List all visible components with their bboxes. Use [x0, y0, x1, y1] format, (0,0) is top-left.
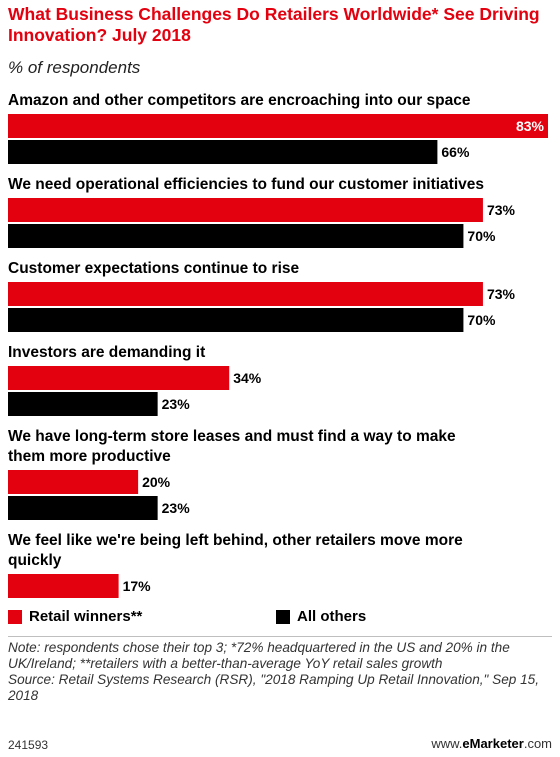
bar-all-others: [8, 308, 464, 332]
bar-retail-winners: [8, 574, 119, 598]
legend-item-retail-winners: Retail winners**: [8, 608, 142, 625]
data-label: 70%: [467, 312, 496, 328]
bar-retail-winners: [8, 470, 139, 494]
data-label: 70%: [467, 228, 496, 244]
brand-suffix: .com: [523, 736, 552, 751]
bar-all-others: [8, 392, 158, 416]
source-text: Source: Retail Systems Research (RSR), "…: [8, 672, 539, 703]
legend-label-retail-winners: Retail winners**: [29, 608, 143, 625]
legend-swatch-retail-winners: [8, 609, 22, 624]
brand-name: eMarketer: [462, 736, 524, 751]
bar-all-others: [8, 496, 158, 520]
bar-retail-winners: [8, 282, 483, 306]
category-label: quickly: [8, 552, 62, 569]
data-label: 73%: [487, 286, 516, 302]
legend-swatch-all-others: [276, 609, 290, 624]
bar-retail-winners: [8, 114, 548, 138]
data-label: 66%: [441, 144, 470, 160]
bar-retail-winners: [8, 366, 230, 390]
category-label: We have long-term store leases and must …: [8, 428, 456, 445]
brand-prefix: www.: [431, 736, 463, 751]
category-label: We feel like we're being left behind, ot…: [8, 532, 463, 549]
data-label: 20%: [142, 474, 171, 490]
brand-link[interactable]: www.eMarketer.com: [431, 736, 552, 751]
category-label: Investors are demanding it: [8, 344, 205, 361]
category-label: Amazon and other competitors are encroac…: [8, 92, 471, 109]
data-label: 23%: [162, 500, 191, 516]
legend-label-all-others: All others: [297, 608, 367, 625]
category-label: We need operational efficiencies to fund…: [8, 176, 484, 193]
bar-chart: Amazon and other competitors are encroac…: [8, 92, 548, 598]
bar-all-others: [8, 140, 438, 164]
bar-all-others: [8, 224, 464, 248]
chart-notes: Note: respondents chose their top 3; *72…: [8, 640, 554, 704]
footer-divider: [8, 636, 552, 637]
category-label: Customer expectations continue to rise: [8, 260, 299, 277]
data-label: 23%: [162, 396, 191, 412]
data-label: 34%: [233, 370, 262, 386]
data-label: 17%: [123, 578, 152, 594]
legend-item-all-others: All others: [276, 608, 366, 625]
data-label: 73%: [487, 202, 516, 218]
chart-title: What Business Challenges Do Retailers Wo…: [8, 4, 540, 45]
chart-subtitle: % of respondents: [8, 58, 141, 77]
bar-retail-winners: [8, 198, 483, 222]
category-label: them more productive: [8, 448, 171, 465]
data-label: 83%: [516, 118, 545, 134]
chart-id: 241593: [8, 738, 49, 752]
note-text: Note: respondents chose their top 3; *72…: [8, 640, 510, 671]
